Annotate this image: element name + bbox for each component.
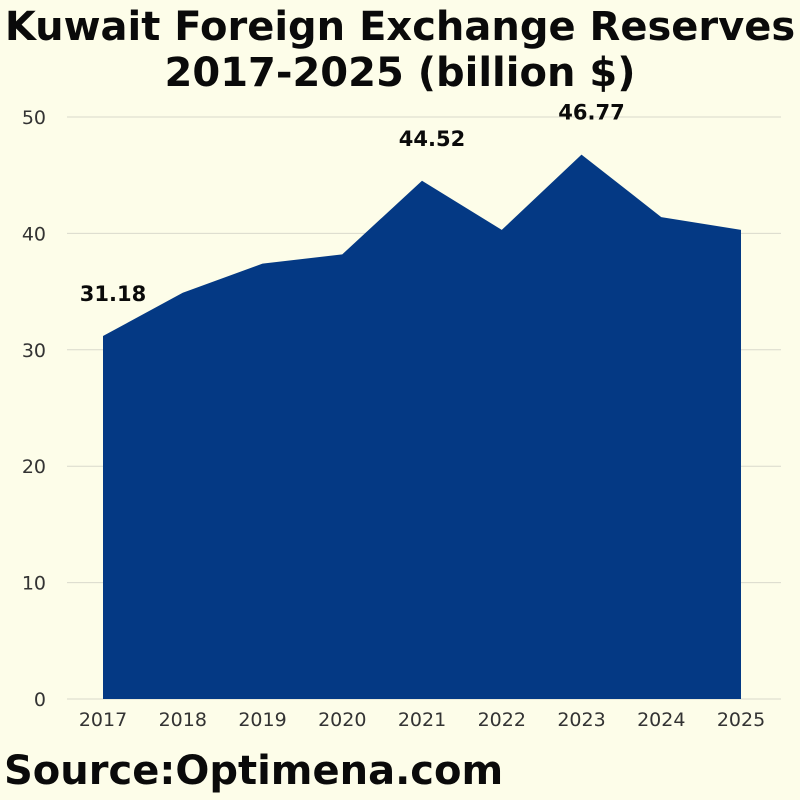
- x-tick-label-2021: 2021: [398, 709, 446, 731]
- y-tick-label-20: 20: [22, 456, 46, 478]
- data-label-2023: 46.77: [558, 101, 624, 125]
- x-tick-label-2022: 2022: [478, 709, 526, 731]
- chart-title: Kuwait Foreign Exchange Reserves 2017-20…: [0, 4, 800, 96]
- y-tick-label-50: 50: [22, 107, 46, 129]
- x-tick-label-2018: 2018: [159, 709, 207, 731]
- area-fill: [103, 154, 741, 700]
- x-tick-label-2017: 2017: [79, 709, 127, 731]
- chart-title-line-1: Kuwait Foreign Exchange Reserves: [4, 4, 796, 50]
- x-tick-label-2020: 2020: [318, 709, 366, 731]
- chart-title-line-2: 2017-2025 (billion $): [164, 50, 636, 96]
- x-tick-label-2024: 2024: [637, 709, 685, 731]
- data-label-2021: 44.52: [399, 127, 465, 151]
- data-label-2017: 31.18: [80, 282, 146, 306]
- y-tick-label-30: 30: [22, 340, 46, 362]
- x-axis-ticks: 2017 2018 2019 2020 2021 2022 2023 2024 2025: [79, 709, 765, 731]
- x-tick-label-2019: 2019: [238, 709, 286, 731]
- x-tick-label-2025: 2025: [717, 709, 765, 731]
- y-tick-label-10: 10: [22, 573, 46, 595]
- x-tick-label-2023: 2023: [557, 709, 605, 731]
- y-axis-ticks: 0 10 20 30 40 50: [22, 107, 46, 711]
- y-tick-label-40: 40: [22, 223, 46, 245]
- source-credit: Source:Optimena.com: [4, 748, 504, 794]
- area-series: [103, 154, 741, 700]
- data-labels: 31.18 44.52 46.77: [80, 101, 625, 306]
- y-tick-label-0: 0: [34, 689, 46, 711]
